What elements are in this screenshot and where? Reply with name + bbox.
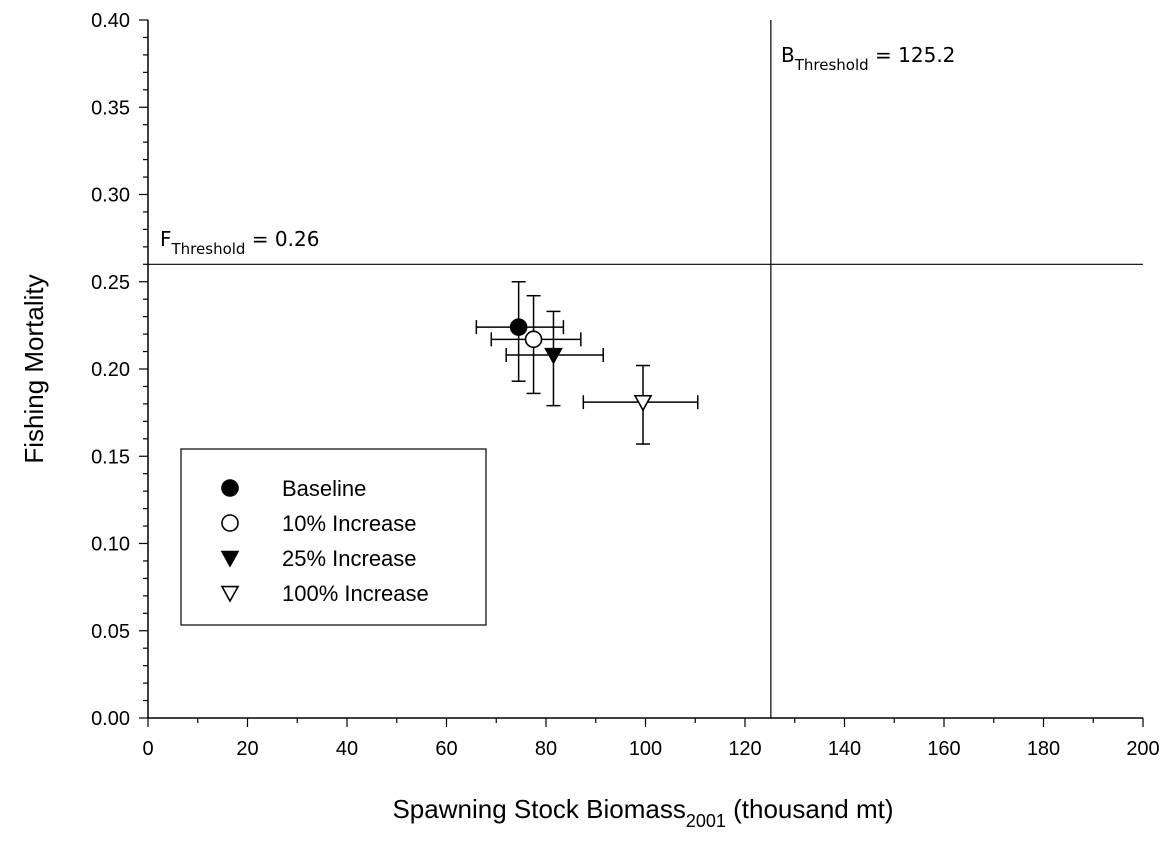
y-tick-labels: 0.00 0.05 0.10 0.15 0.20 0.25 0.30 0.35 0.40 <box>91 10 130 730</box>
x-tick-label: 80 <box>535 738 557 760</box>
y-tick-label: 0.40 <box>91 10 130 32</box>
b-threshold-sub: Threshold <box>794 56 869 74</box>
data-point-marker <box>524 330 543 349</box>
data-point-marker <box>544 347 563 365</box>
point-group <box>582 364 699 445</box>
y-tick-label: 0.10 <box>91 534 130 556</box>
legend-label: 100% Increase <box>282 581 429 606</box>
y-tick-label: 0.20 <box>91 359 130 381</box>
x-tick-label: 200 <box>1126 738 1159 760</box>
point-group <box>490 294 582 395</box>
y-tick-label: 0.35 <box>91 97 130 119</box>
point-group <box>505 310 604 407</box>
data-point-marker <box>633 394 653 412</box>
legend-label: Baseline <box>282 476 366 501</box>
axis-ticks <box>139 19 1144 727</box>
x-tick-label: 160 <box>927 738 960 760</box>
x-tick-labels: 0 20 40 60 80 100 120 140 160 180 200 <box>142 738 1159 760</box>
x-axis-title-sub: 2001 <box>686 811 726 831</box>
f-threshold-value: = 0.26 <box>245 227 319 251</box>
b-threshold-prefix: B <box>781 43 795 67</box>
x-tick-label: 20 <box>236 738 258 760</box>
b-threshold-value: = 125.2 <box>869 43 956 67</box>
y-tick-label: 0.25 <box>91 272 130 294</box>
f-threshold-prefix: F <box>160 227 172 251</box>
point-group <box>475 281 565 382</box>
x-axis-title: Spawning Stock Biomass2001 (thousand mt) <box>392 794 893 831</box>
y-tick-label: 0.00 <box>91 708 130 730</box>
legend-marker <box>221 479 239 497</box>
legend-label: 10% Increase <box>282 511 417 536</box>
data-points <box>475 281 699 445</box>
x-tick-label: 180 <box>1027 738 1060 760</box>
x-tick-label: 60 <box>435 738 457 760</box>
legend-marker <box>221 514 239 532</box>
legend-marker <box>220 550 240 568</box>
y-tick-label: 0.15 <box>91 446 130 468</box>
legend-items: Baseline 10% Increase 25% Increase 100% Inc… <box>220 476 429 606</box>
y-tick-label: 0.05 <box>91 621 130 643</box>
x-axis-title-tail: (thousand mt) <box>726 794 894 824</box>
y-tick-label: 0.30 <box>91 185 130 207</box>
b-threshold-label: BThreshold = 125.2 <box>781 43 955 74</box>
x-axis-title-main: Spawning Stock Biomass <box>392 794 685 824</box>
data-point-marker <box>509 318 528 336</box>
legend: Baseline 10% Increase 25% Increase 100% Inc… <box>180 448 487 626</box>
f-threshold-label: FThreshold = 0.26 <box>160 227 319 258</box>
y-axis-title: Fishing Mortality <box>19 274 49 463</box>
x-tick-label: 120 <box>728 738 761 760</box>
x-tick-label: 40 <box>336 738 358 760</box>
legend-marker <box>220 585 240 603</box>
legend-label: 25% Increase <box>282 546 417 571</box>
f-threshold-sub: Threshold <box>171 240 246 258</box>
x-tick-label: 140 <box>828 738 861 760</box>
x-tick-label: 100 <box>629 738 662 760</box>
x-tick-label: 0 <box>142 738 153 760</box>
